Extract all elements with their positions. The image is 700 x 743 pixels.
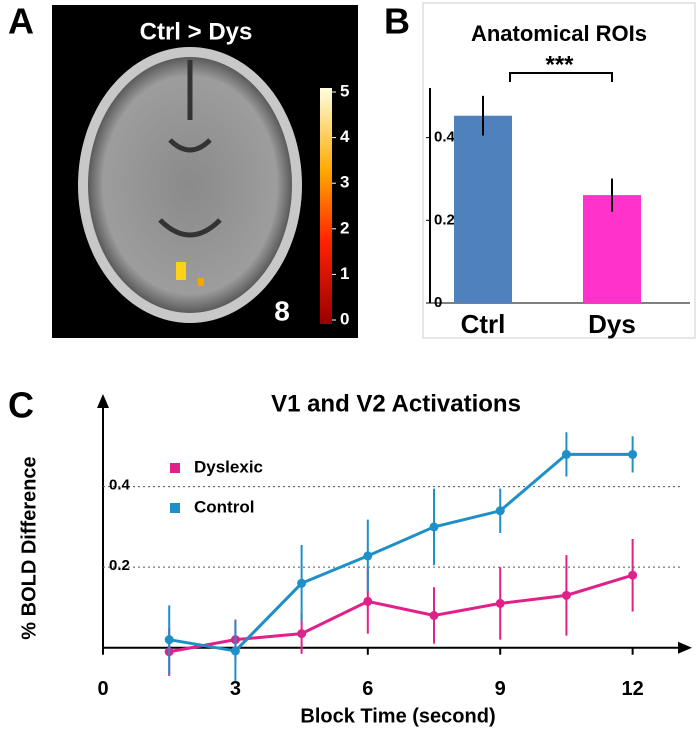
panel-title: Anatomical ROIs	[471, 21, 647, 46]
point	[628, 449, 638, 459]
point	[561, 590, 571, 600]
colorbar-label: 5	[340, 81, 349, 100]
slice-label: 8	[274, 295, 290, 326]
legend-label: Control	[194, 497, 254, 516]
x-tick-label: 3	[230, 678, 241, 700]
activation-blob	[198, 278, 204, 286]
panel-letter: C	[8, 385, 34, 426]
x-tick-label: Dys	[588, 309, 636, 339]
panel-title: V1 and V2 Activations	[271, 390, 521, 417]
colorbar	[320, 88, 332, 324]
point	[164, 635, 174, 645]
x-axis-arrow	[678, 641, 692, 654]
point	[363, 551, 373, 561]
y-tick-label: 0.4	[109, 477, 131, 494]
colorbar-label: 1	[340, 264, 349, 283]
panel-letter: B	[384, 1, 410, 42]
colorbar-label: 3	[340, 173, 349, 192]
series-line	[168, 452, 633, 653]
point	[561, 449, 571, 459]
colorbar-label: 2	[340, 218, 349, 237]
point	[628, 570, 638, 580]
significance-label: ***	[545, 51, 574, 78]
brain	[88, 57, 292, 313]
panel-letter: A	[8, 1, 34, 42]
y-tick-label: 0	[434, 294, 442, 311]
x-tick-label: 9	[495, 678, 506, 700]
activation-blob	[176, 262, 186, 280]
legend-swatch	[170, 503, 180, 513]
point	[297, 629, 307, 639]
point	[297, 578, 307, 588]
colorbar-label: 0	[340, 309, 349, 328]
x-tick-label: 12	[621, 678, 643, 700]
y-tick-label: 0.2	[434, 211, 455, 228]
panel-b-frame	[422, 2, 696, 339]
colorbar-label: 4	[340, 127, 350, 146]
legend-label: Dyslexic	[194, 457, 263, 476]
significance-bracket	[509, 72, 613, 82]
point	[495, 506, 505, 516]
point	[495, 598, 505, 608]
brain-structure	[158, 60, 222, 238]
point	[429, 611, 439, 620]
x-tick-label: 6	[362, 678, 373, 700]
x-tick-label: 0	[97, 678, 108, 700]
y-axis-label: % BOLD Difference	[18, 456, 40, 639]
y-tick-label: 0.4	[434, 129, 456, 146]
point	[230, 646, 240, 656]
x-tick-label: Ctrl	[461, 309, 506, 339]
panel-title: Ctrl > Dys	[140, 18, 253, 45]
bar	[454, 115, 512, 303]
point	[429, 522, 439, 532]
point	[363, 596, 373, 606]
bar	[583, 195, 641, 303]
legend-swatch	[170, 463, 180, 473]
x-axis-label: Block Time (second)	[300, 705, 495, 727]
y-axis-arrow	[97, 394, 109, 408]
y-tick-label: 0.2	[109, 557, 130, 574]
